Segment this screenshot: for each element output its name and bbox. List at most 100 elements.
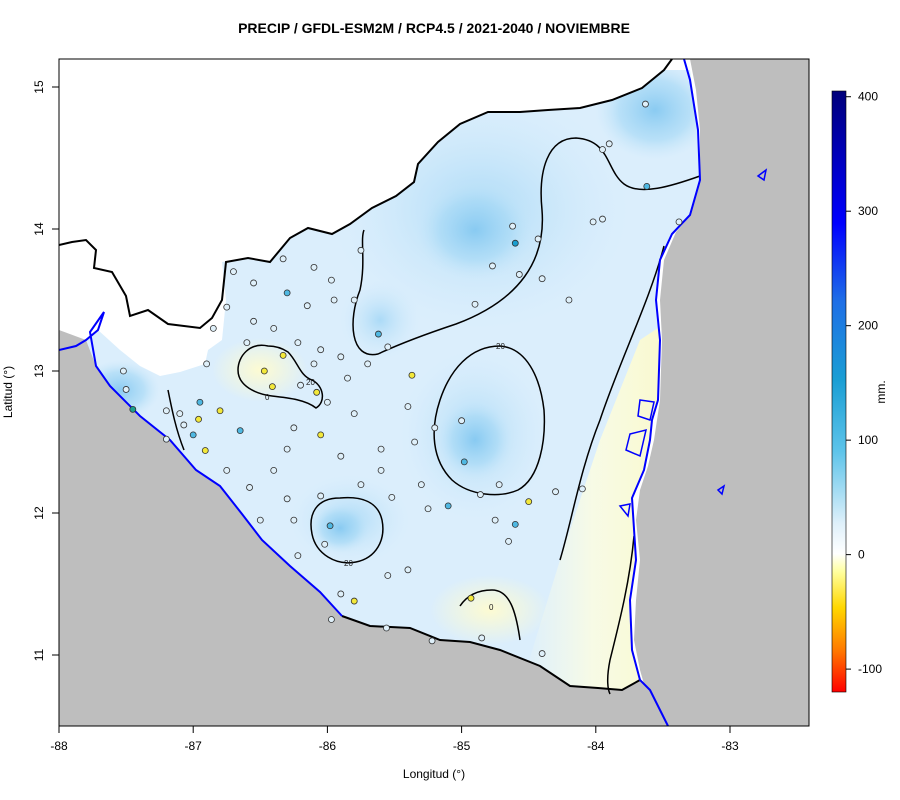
x-tick-label: -86 [319, 739, 337, 753]
station-point [120, 367, 127, 375]
station-point [478, 634, 486, 642]
station-point [431, 424, 439, 432]
station-point [491, 516, 499, 524]
station-point [270, 324, 278, 332]
colorbar-tick-label: -100 [858, 662, 882, 676]
station-point [505, 538, 512, 545]
station-point [476, 491, 484, 498]
gray-east-region [634, 59, 809, 726]
station-point [294, 552, 302, 559]
station-point [283, 289, 291, 297]
station-point [411, 438, 419, 446]
pacific-coast [59, 311, 343, 617]
gray-west-region [59, 340, 668, 726]
station-point [176, 410, 184, 418]
station-point [337, 590, 345, 598]
station-point [350, 597, 358, 605]
station-point [313, 388, 321, 396]
station-point [294, 339, 302, 347]
station-point [129, 405, 137, 413]
x-tick-label: -84 [587, 739, 605, 753]
station-point [283, 445, 291, 453]
station-point [509, 222, 516, 230]
station-point [201, 447, 209, 454]
contour-north [352, 137, 701, 356]
station-point [243, 339, 251, 347]
neighbor-land-north [59, 59, 672, 328]
stations-layer [120, 100, 683, 657]
x-tick-label: -88 [50, 739, 68, 753]
station-point [538, 650, 546, 657]
station-point [364, 360, 372, 368]
station-point [377, 445, 385, 453]
station-point [330, 296, 338, 304]
y-tick-label: 15 [32, 80, 46, 94]
station-point [303, 302, 311, 310]
border-north [59, 59, 673, 330]
contour-west-0 [237, 344, 324, 409]
contour-label: 20 [496, 342, 505, 351]
station-point [471, 300, 479, 308]
station-point [196, 398, 204, 406]
station-point [675, 218, 683, 226]
map-title: PRECIP / GFDL-ESM2M / RCP4.5 / 2021-2040… [238, 20, 630, 36]
station-point [317, 492, 325, 500]
station-point [404, 403, 412, 410]
station-point [279, 351, 287, 359]
station-point [290, 424, 298, 432]
station-point [270, 466, 278, 474]
station-point [525, 498, 533, 506]
station-point [189, 431, 197, 439]
colorbar-tick-label: 200 [858, 319, 878, 333]
colorbar: 400 300 200 100 0 -100 mm. [831, 90, 888, 693]
station-point [605, 140, 613, 148]
station-point [444, 502, 452, 510]
station-point [404, 566, 412, 574]
y-tick-label: 11 [32, 648, 46, 661]
lake-shore [618, 168, 768, 518]
station-point [589, 218, 597, 226]
station-point [122, 386, 130, 393]
station-point [578, 485, 586, 493]
station-point [599, 146, 606, 153]
station-point [317, 431, 325, 439]
x-tick-label: -83 [721, 739, 739, 753]
station-point [283, 495, 291, 503]
station-point [323, 398, 331, 406]
station-point [350, 296, 358, 304]
x-tick-label: -87 [185, 739, 203, 753]
station-point [374, 330, 382, 338]
station-point [297, 381, 304, 389]
station-point [377, 466, 385, 474]
station-point [428, 637, 436, 645]
contour-west-coast [167, 389, 185, 451]
station-point [467, 594, 475, 602]
station-point [162, 435, 170, 443]
station-point [344, 374, 351, 382]
station-point [460, 458, 468, 466]
station-point [250, 317, 257, 325]
contour-lines [167, 137, 701, 695]
station-point [417, 481, 425, 489]
station-point [458, 417, 466, 425]
station-point [195, 415, 202, 423]
station-point [388, 493, 396, 501]
station-point [223, 303, 231, 311]
colorbar-scale [831, 90, 847, 693]
station-point [279, 255, 287, 263]
station-point [250, 279, 257, 287]
contour-labels: 20 20 0 0 20 [265, 342, 505, 612]
station-point [310, 263, 318, 271]
station-point [162, 407, 170, 415]
contour-east-south [606, 535, 635, 695]
station-point [511, 239, 519, 247]
colorbar-tick-label: 400 [858, 90, 878, 104]
contour-label: 0 [489, 603, 494, 612]
station-point [216, 407, 224, 415]
station-point [408, 371, 416, 379]
y-tick-label: 13 [32, 364, 46, 378]
station-point [246, 484, 253, 491]
station-point [230, 268, 237, 276]
station-point [209, 324, 217, 332]
station-point [599, 215, 606, 223]
